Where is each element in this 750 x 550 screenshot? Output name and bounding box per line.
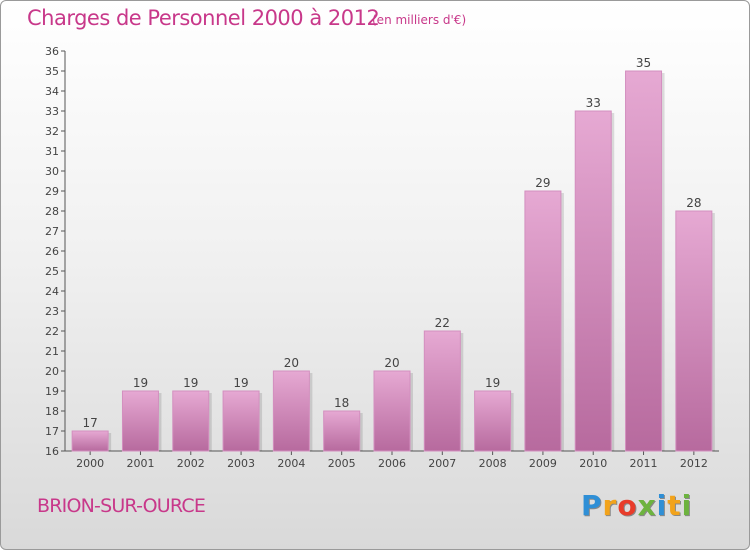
bar	[423, 330, 461, 452]
commune-name: BRION-SUR-OURCE	[37, 495, 206, 517]
proxiti-logo: Proxiti	[581, 489, 692, 522]
bar	[121, 390, 159, 452]
data-label: 17	[83, 416, 98, 430]
x-tick-label: 2000	[76, 457, 104, 470]
y-tick-label: 33	[45, 105, 59, 118]
axes: 16 17 18 19 20 21 22 23 24 25 26 27 28 29 30 31 32 33 34 35…	[45, 45, 719, 470]
data-label: 19	[133, 376, 148, 390]
data-labels: 17 19 19 19 20 18 20 22 19 29 33 35 28	[83, 56, 702, 430]
logo-letter: i	[681, 489, 693, 522]
y-tick-label: 21	[45, 345, 59, 358]
bar	[272, 370, 310, 452]
y-tick-label: 20	[45, 365, 59, 378]
bar	[172, 390, 210, 452]
logo-letter: t	[667, 489, 682, 522]
logo-letter: x	[637, 489, 657, 522]
data-label: 33	[586, 96, 601, 110]
logo-letter: i	[656, 489, 668, 522]
data-label: 19	[233, 376, 248, 390]
x-tick-label: 2011	[630, 457, 658, 470]
y-tick-label: 26	[45, 245, 59, 258]
x-tick-label: 2005	[328, 457, 356, 470]
bars	[71, 70, 715, 452]
y-tick-label: 24	[45, 285, 59, 298]
y-tick-label: 17	[45, 425, 59, 438]
y-tick-label: 30	[45, 165, 59, 178]
bar	[625, 70, 663, 452]
y-tick-label: 31	[45, 145, 59, 158]
data-label: 28	[686, 196, 701, 210]
bar	[222, 390, 260, 452]
y-tick-label: 36	[45, 45, 59, 58]
bar	[524, 190, 562, 452]
bar	[574, 110, 612, 452]
y-tick-label: 35	[45, 65, 59, 78]
data-label: 22	[435, 316, 450, 330]
data-label: 18	[334, 396, 349, 410]
data-label: 19	[183, 376, 198, 390]
x-tick-label: 2012	[680, 457, 708, 470]
y-tick-label: 27	[45, 225, 59, 238]
x-tick-label: 2008	[479, 457, 507, 470]
x-tick-label: 2004	[277, 457, 305, 470]
bar	[474, 390, 512, 452]
y-tick-label: 23	[45, 305, 59, 318]
y-tick-label: 25	[45, 265, 59, 278]
data-label: 20	[284, 356, 299, 370]
y-tick-label: 32	[45, 125, 59, 138]
unit-note: (en milliers d'€)	[372, 13, 467, 27]
bar	[71, 430, 109, 452]
y-tick-label: 16	[45, 445, 59, 458]
logo-letter: P	[581, 489, 603, 522]
y-tick-label: 34	[45, 85, 59, 98]
y-tick-label: 19	[45, 385, 59, 398]
x-tick-label: 2010	[579, 457, 607, 470]
y-tick-label: 29	[45, 185, 59, 198]
bar	[373, 370, 411, 452]
x-tick-label: 2007	[428, 457, 456, 470]
x-tick-label: 2001	[126, 457, 154, 470]
data-label: 35	[636, 56, 651, 70]
bar	[675, 210, 713, 452]
x-tick-label: 2003	[227, 457, 255, 470]
data-label: 20	[384, 356, 399, 370]
x-tick-label: 2009	[529, 457, 557, 470]
y-tick-label: 22	[45, 325, 59, 338]
y-tick-label: 18	[45, 405, 59, 418]
x-tick-label: 2006	[378, 457, 406, 470]
logo-letter: r	[602, 489, 618, 522]
chart-title: Charges de Personnel 2000 à 2012	[27, 6, 380, 30]
x-tick-label: 2002	[177, 457, 205, 470]
logo-letter: o	[617, 489, 638, 522]
bar	[323, 410, 361, 452]
y-tick-label: 28	[45, 205, 59, 218]
data-label: 29	[535, 176, 550, 190]
data-label: 19	[485, 376, 500, 390]
